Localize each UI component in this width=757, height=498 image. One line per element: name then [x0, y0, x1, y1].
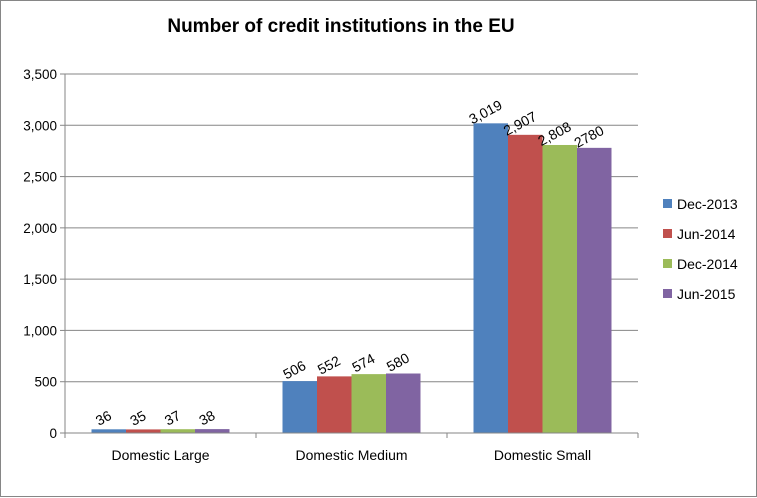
data-label: 37	[162, 407, 183, 429]
data-label: 35	[127, 407, 148, 429]
x-category-label: Domestic Medium	[295, 447, 407, 463]
data-label: 36	[93, 407, 114, 429]
gridlines	[65, 73, 638, 383]
y-tick-label: 1,500	[23, 272, 57, 287]
data-label: 552	[315, 352, 343, 377]
bar	[282, 381, 317, 433]
legend-label: Dec-2014	[677, 256, 738, 272]
axes: 0 500 1,000 1,500 2,000 2,500 3,000 3,500 Domest…	[23, 67, 639, 463]
legend-label: Jun-2014	[677, 226, 736, 242]
data-label: 38	[196, 407, 217, 429]
data-label: 3,019	[466, 97, 505, 128]
bar	[473, 123, 508, 434]
bar	[577, 147, 612, 433]
y-tick-label: 0	[49, 426, 57, 441]
data-label: 2780	[571, 122, 606, 151]
legend-label: Jun-2015	[677, 286, 736, 302]
y-tick-label: 1,000	[23, 323, 57, 338]
legend-swatch	[663, 289, 672, 298]
bar	[351, 374, 386, 433]
legend: Dec-2013 Jun-2014 Dec-2014 Jun-2015	[663, 196, 738, 302]
legend-swatch	[663, 259, 672, 268]
y-tick-label: 3,500	[23, 67, 57, 82]
legend-swatch	[663, 229, 672, 238]
bar	[160, 429, 195, 433]
y-tick-label: 3,000	[23, 118, 57, 133]
y-tick-label: 2,500	[23, 170, 57, 185]
y-tick-label: 500	[34, 375, 57, 390]
bars	[91, 123, 612, 434]
data-label: 506	[280, 357, 308, 382]
bar	[195, 429, 230, 433]
data-label: 2,907	[501, 108, 540, 139]
x-category-label: Domestic Large	[111, 447, 209, 463]
legend-label: Dec-2013	[677, 196, 738, 212]
bar	[91, 429, 126, 433]
bar	[126, 429, 161, 433]
bar	[508, 134, 543, 433]
x-category-label: Domestic Small	[494, 447, 591, 463]
bar	[542, 144, 577, 433]
chart-title: Number of credit institutions in the EU	[167, 16, 514, 37]
bar	[317, 376, 352, 433]
legend-swatch	[663, 199, 672, 208]
data-label: 574	[349, 350, 377, 375]
y-tick-label: 2,000	[23, 221, 57, 236]
data-label: 2,808	[535, 118, 574, 149]
data-label: 580	[384, 349, 412, 374]
bar	[386, 373, 421, 433]
